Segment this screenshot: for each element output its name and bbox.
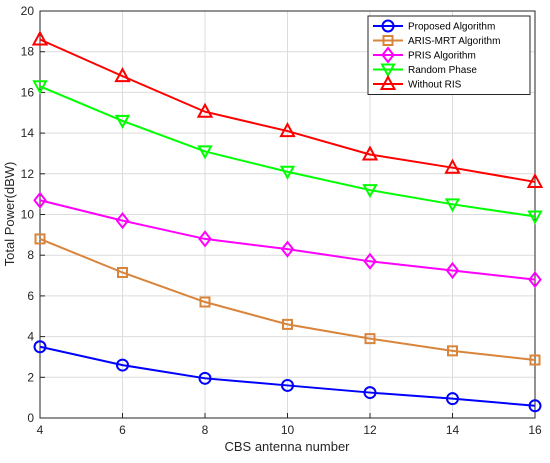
x-tick-label: 12 [363, 423, 377, 437]
x-axis-label: CBS antenna number [224, 439, 350, 454]
x-tick-label: 14 [446, 423, 460, 437]
data-point [279, 165, 296, 180]
data-point [116, 358, 129, 372]
x-axis-ticks: 4 6 8 10 12 14 16 [37, 413, 542, 437]
data-point [114, 114, 131, 129]
legend-entry: Without RIS [373, 74, 462, 91]
legend-swatch-marker [380, 63, 396, 78]
y-tick-label: 18 [21, 45, 35, 59]
data-point [529, 354, 541, 366]
data-point [34, 233, 46, 245]
data-point [197, 145, 213, 160]
y-tick-label: 20 [21, 4, 35, 18]
data-point [527, 210, 543, 225]
data-point [196, 102, 214, 118]
data-point [528, 399, 542, 413]
series-proposed-algorithm [33, 340, 542, 413]
y-axis-label: Total Power(dBW) [2, 162, 17, 267]
legend-entry: PRIS Algorithm [373, 46, 476, 64]
y-tick-label: 2 [27, 370, 34, 384]
data-point [33, 191, 47, 209]
data-point [198, 371, 212, 385]
data-point [361, 145, 379, 161]
data-point [114, 67, 131, 83]
data-point [31, 30, 49, 46]
data-point [115, 211, 130, 230]
series-line [39, 345, 536, 407]
series-aris-mrt-algorithm [34, 233, 541, 366]
y-tick-label: 10 [21, 208, 35, 222]
x-tick-label: 6 [119, 423, 126, 437]
y-tick-label: 12 [21, 167, 35, 181]
legend-swatch-marker [382, 35, 394, 46]
legend-swatch-marker [379, 74, 397, 90]
data-point [364, 333, 376, 345]
data-point [279, 121, 296, 138]
series-random-phase [32, 80, 543, 225]
data-point [117, 266, 128, 278]
data-point [447, 345, 458, 357]
series-line [39, 38, 536, 183]
series-group [31, 30, 544, 413]
legend-swatch-marker [381, 46, 395, 64]
data-point [444, 158, 461, 174]
data-point [363, 252, 377, 270]
data-point [199, 296, 211, 308]
legend-entry: ARIS-MRT Algorithm [373, 35, 500, 47]
data-point [444, 198, 461, 213]
data-point [528, 271, 542, 289]
x-tick-label: 10 [281, 423, 295, 437]
legend-label: ARIS-MRT Algorithm [408, 36, 500, 47]
x-tick-label: 16 [528, 423, 542, 437]
x-tick-label: 4 [37, 423, 44, 437]
series-line [39, 85, 536, 218]
legend-label: Without RIS [408, 80, 462, 91]
data-point [282, 318, 293, 330]
legend-swatch-marker [381, 19, 395, 33]
data-point [363, 386, 377, 400]
data-point [32, 80, 48, 95]
legend-label: Proposed Algorithm [408, 22, 495, 33]
y-tick-label: 4 [27, 330, 34, 344]
y-tick-label: 16 [21, 85, 35, 99]
series-line [39, 199, 536, 281]
series-line [39, 237, 536, 361]
legend-entry: Proposed Algorithm [373, 19, 495, 33]
y-tick-label: 0 [27, 411, 34, 425]
data-point [281, 378, 294, 392]
legend-label: PRIS Algorithm [408, 51, 476, 62]
legend: Proposed Algorithm ARIS-MRT Algorithm PRIS… [367, 15, 531, 95]
data-point [280, 240, 295, 258]
y-tick-label: 14 [21, 126, 35, 140]
x-tick-label: 8 [202, 423, 209, 437]
data-point [446, 392, 459, 406]
series-without-ris [31, 30, 544, 188]
data-point [526, 172, 544, 188]
y-tick-label: 8 [27, 248, 34, 262]
y-axis-ticks: 0 2 4 6 8 10 12 14 16 18 20 [21, 4, 45, 425]
data-point [362, 184, 378, 199]
legend-label: Random Phase [408, 65, 477, 76]
data-point [445, 261, 460, 280]
legend-entry: Random Phase [373, 63, 477, 78]
y-tick-label: 6 [27, 289, 34, 303]
data-point [33, 340, 47, 354]
data-point [198, 230, 212, 248]
series-pris-algorithm [33, 191, 542, 289]
